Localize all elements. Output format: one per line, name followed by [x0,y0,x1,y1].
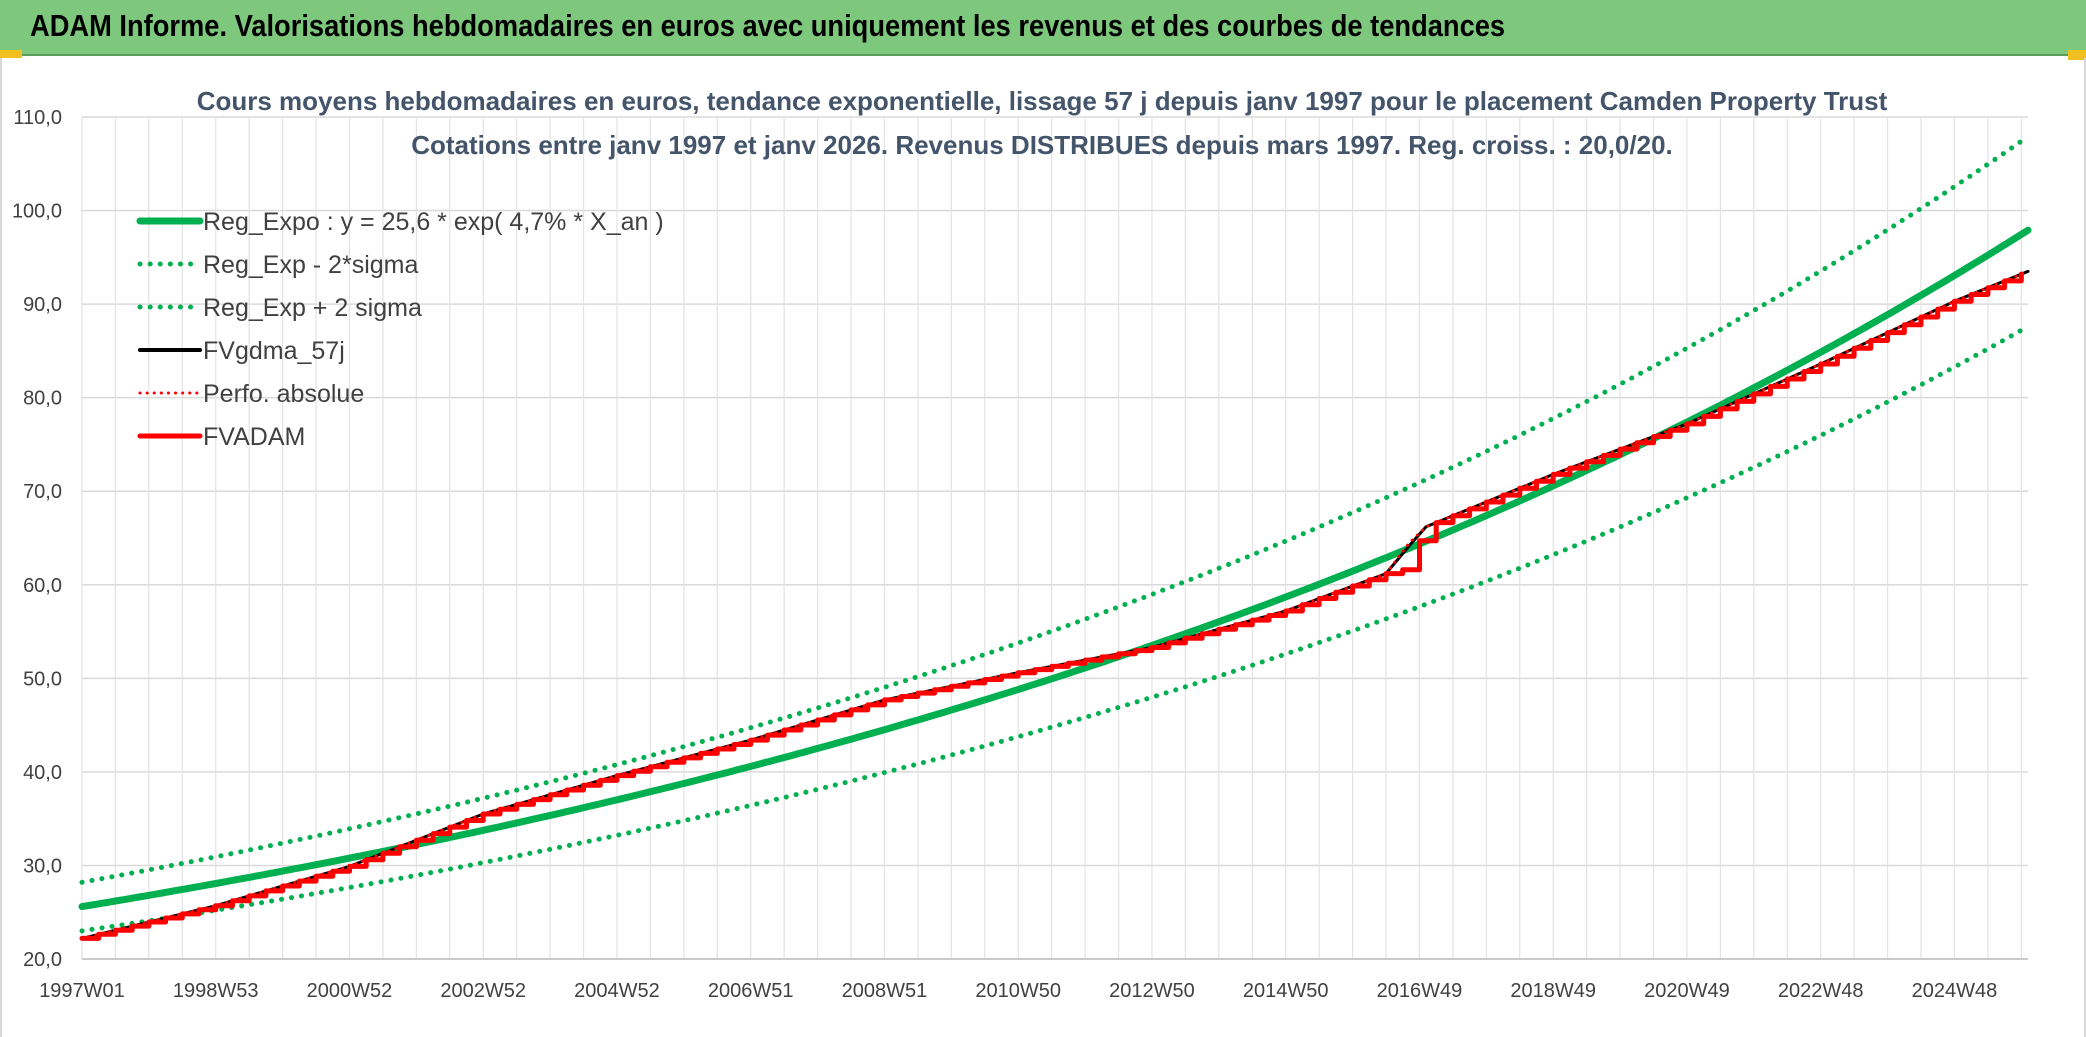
x-tick-label: 2012W50 [1109,980,1195,1002]
series-layer [78,134,2032,941]
y-tick-label: 20,0 [23,949,62,971]
series-line-1 [79,324,2031,934]
x-tick-label: 2022W48 [1778,980,1864,1002]
chart-grid [81,116,2028,960]
x-tick-label: 2010W50 [975,980,1061,1002]
series-line-4 [80,269,2030,940]
x-tick-label: 2024W48 [1912,980,1998,1002]
legend-label: Reg_Exp - 2*sigma [203,251,418,279]
x-tick-label: 2006W51 [708,980,794,1002]
axis-labels: 20,0 30,0 40,0 50,0 60,0 70,0 80,0 90,0 100,0 110… [12,107,1997,1002]
x-tick-label: 1998W53 [173,980,259,1002]
legend-label: FVADAM [203,423,305,451]
x-tick-label: 2002W52 [440,980,526,1002]
y-tick-label: 40,0 [23,762,62,784]
series-line-0 [78,226,2032,911]
corner-marker-right [2068,50,2086,60]
series-line-2 [79,134,2031,885]
chart-title: Cours moyens hebdomadaires en euros, ten… [197,86,1888,116]
corner-marker-left [0,50,22,58]
chart-frame: 20,0 30,0 40,0 50,0 60,0 70,0 80,0 90,0 100,0 110… [0,58,2086,1037]
y-tick-label: 80,0 [23,388,62,410]
x-tick-label: 2008W51 [842,980,928,1002]
y-tick-label: 50,0 [23,668,62,690]
y-tick-label: 90,0 [23,294,62,316]
y-tick-label: 60,0 [23,575,62,597]
x-tick-label: 2004W52 [574,980,660,1002]
x-tick-label: 2016W49 [1377,980,1463,1002]
report-title: ADAM Informe. Valorisations hebdomadaire… [30,8,1506,43]
x-tick-label: 2000W52 [307,980,393,1002]
chart-subtitle: Cotations entre janv 1997 et janv 2026. … [411,130,1673,160]
series-line-3 [80,269,2030,940]
legend-label: Reg_Expo : y = 25,6 * exp( 4,7% * X_an ) [203,208,664,236]
legend-label: Reg_Exp + 2 sigma [203,294,422,322]
legend-label: FVgdma_57j [203,337,345,365]
y-tick-label: 100,0 [12,201,62,223]
x-tick-label: 2020W49 [1644,980,1730,1002]
x-tick-label: 2018W49 [1510,980,1596,1002]
legend-label: Perfo. absolue [203,380,364,408]
x-tick-label: 1997W01 [39,980,125,1002]
line-chart: 20,0 30,0 40,0 50,0 60,0 70,0 80,0 90,0 100,0 110… [12,86,2032,1002]
report-banner: ADAM Informe. Valorisations hebdomadaire… [0,0,2086,56]
series-line-5 [79,271,2024,941]
chart-legend: Reg_Expo : y = 25,6 * exp( 4,7% * X_an )… [136,208,664,451]
y-tick-label: 70,0 [23,481,62,503]
y-tick-label: 110,0 [13,107,62,129]
x-tick-label: 2014W50 [1243,980,1329,1002]
y-tick-label: 30,0 [23,855,62,877]
